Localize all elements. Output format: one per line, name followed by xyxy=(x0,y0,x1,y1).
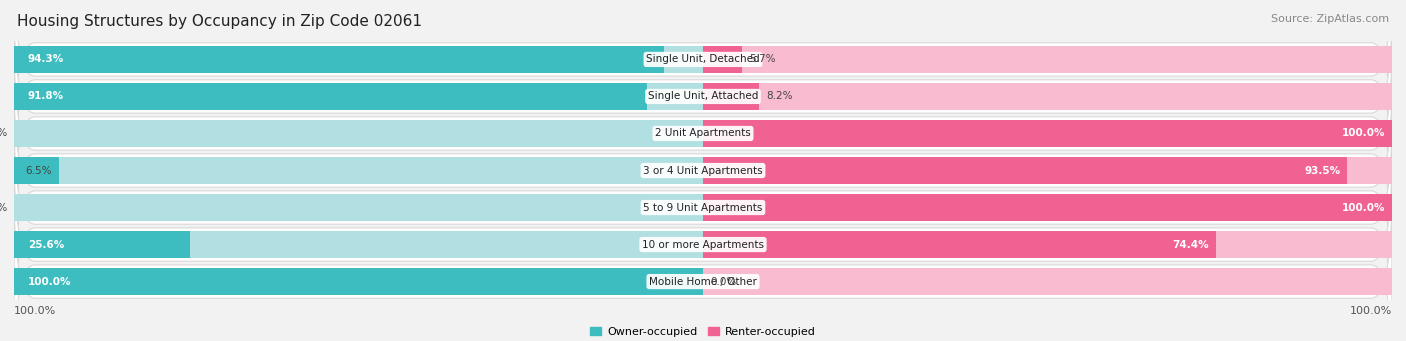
Bar xyxy=(703,194,1392,221)
Text: Source: ZipAtlas.com: Source: ZipAtlas.com xyxy=(1271,14,1389,24)
Text: Single Unit, Detached: Single Unit, Detached xyxy=(647,55,759,64)
Text: 0.0%: 0.0% xyxy=(0,203,7,212)
Bar xyxy=(14,157,59,184)
Text: 6.5%: 6.5% xyxy=(25,165,52,176)
Text: 5.7%: 5.7% xyxy=(749,55,776,64)
Legend: Owner-occupied, Renter-occupied: Owner-occupied, Renter-occupied xyxy=(586,322,820,341)
Text: 5 to 9 Unit Apartments: 5 to 9 Unit Apartments xyxy=(644,203,762,212)
Bar xyxy=(703,83,1392,110)
Bar xyxy=(14,83,647,110)
Bar xyxy=(14,231,703,258)
Text: 100.0%: 100.0% xyxy=(1341,203,1385,212)
Bar xyxy=(703,194,1392,221)
Bar xyxy=(14,268,703,295)
FancyBboxPatch shape xyxy=(14,150,1392,339)
Text: 100.0%: 100.0% xyxy=(1350,306,1392,316)
Bar xyxy=(703,83,759,110)
Text: 100.0%: 100.0% xyxy=(1341,129,1385,138)
Text: 0.0%: 0.0% xyxy=(0,129,7,138)
Bar xyxy=(703,46,742,73)
Bar xyxy=(14,157,703,184)
Bar xyxy=(14,268,703,295)
Bar xyxy=(703,46,1392,73)
Bar xyxy=(14,120,703,147)
Text: 10 or more Apartments: 10 or more Apartments xyxy=(643,239,763,250)
Text: 8.2%: 8.2% xyxy=(766,91,793,102)
Text: Single Unit, Attached: Single Unit, Attached xyxy=(648,91,758,102)
FancyBboxPatch shape xyxy=(14,76,1392,265)
Text: 25.6%: 25.6% xyxy=(28,239,65,250)
Bar xyxy=(703,231,1392,258)
Text: 91.8%: 91.8% xyxy=(28,91,63,102)
Text: 100.0%: 100.0% xyxy=(14,306,56,316)
Bar xyxy=(14,83,703,110)
Text: 2 Unit Apartments: 2 Unit Apartments xyxy=(655,129,751,138)
FancyBboxPatch shape xyxy=(14,113,1392,302)
Text: 100.0%: 100.0% xyxy=(28,277,72,286)
Bar xyxy=(14,194,703,221)
Bar xyxy=(703,157,1392,184)
FancyBboxPatch shape xyxy=(14,0,1392,154)
Bar xyxy=(703,231,1216,258)
Bar xyxy=(703,268,1392,295)
FancyBboxPatch shape xyxy=(14,2,1392,191)
Text: 0.0%: 0.0% xyxy=(710,277,737,286)
Bar xyxy=(14,46,664,73)
Text: Housing Structures by Occupancy in Zip Code 02061: Housing Structures by Occupancy in Zip C… xyxy=(17,14,422,29)
Bar xyxy=(703,157,1347,184)
Text: Mobile Home / Other: Mobile Home / Other xyxy=(650,277,756,286)
FancyBboxPatch shape xyxy=(14,187,1392,341)
Text: 93.5%: 93.5% xyxy=(1305,165,1340,176)
FancyBboxPatch shape xyxy=(14,39,1392,228)
Bar xyxy=(14,46,703,73)
Text: 3 or 4 Unit Apartments: 3 or 4 Unit Apartments xyxy=(643,165,763,176)
Text: 94.3%: 94.3% xyxy=(28,55,65,64)
Bar xyxy=(703,120,1392,147)
Text: 74.4%: 74.4% xyxy=(1173,239,1209,250)
Bar xyxy=(14,231,190,258)
Bar xyxy=(703,120,1392,147)
